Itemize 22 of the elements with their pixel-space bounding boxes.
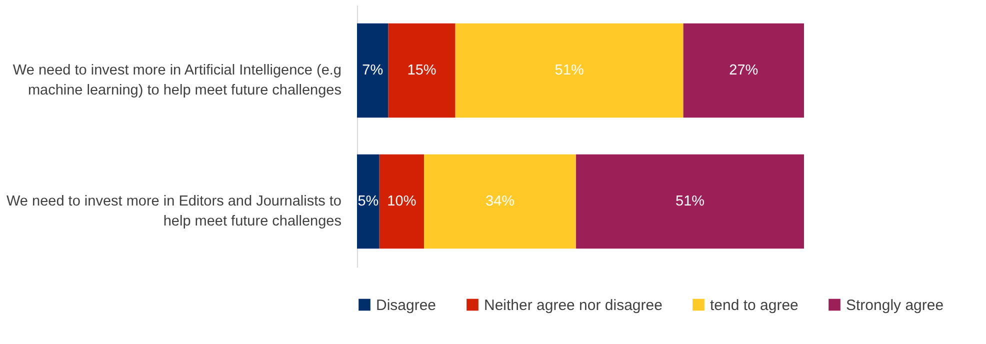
bar xyxy=(455,23,684,118)
bar xyxy=(379,154,424,249)
data-label: 51% xyxy=(676,194,705,210)
bar xyxy=(357,23,388,118)
data-label: 34% xyxy=(486,194,515,210)
bar xyxy=(424,154,576,249)
y-tick-label: We need to invest more in Editors and Journalists to help meet future challenges xyxy=(6,194,342,230)
legend-label: tend to agree xyxy=(710,296,798,314)
y-tick-label: We need to invest more in Artificial Intelligence (e.g machine learning) to help meet future challenges xyxy=(12,62,342,98)
legend-label: Strongly agree xyxy=(846,296,944,314)
data-label: 10% xyxy=(387,194,416,210)
bar xyxy=(357,154,380,249)
legend-label: Neither agree nor disagree xyxy=(484,296,662,314)
bar xyxy=(576,154,804,249)
bar xyxy=(388,23,456,118)
data-label: 51% xyxy=(554,62,584,78)
data-label: 7% xyxy=(362,62,384,78)
data-label: 15% xyxy=(407,62,436,78)
bar xyxy=(683,23,804,118)
data-label: 27% xyxy=(729,62,758,78)
legend-label: Disagree xyxy=(376,296,436,314)
data-label: 5% xyxy=(358,194,379,210)
